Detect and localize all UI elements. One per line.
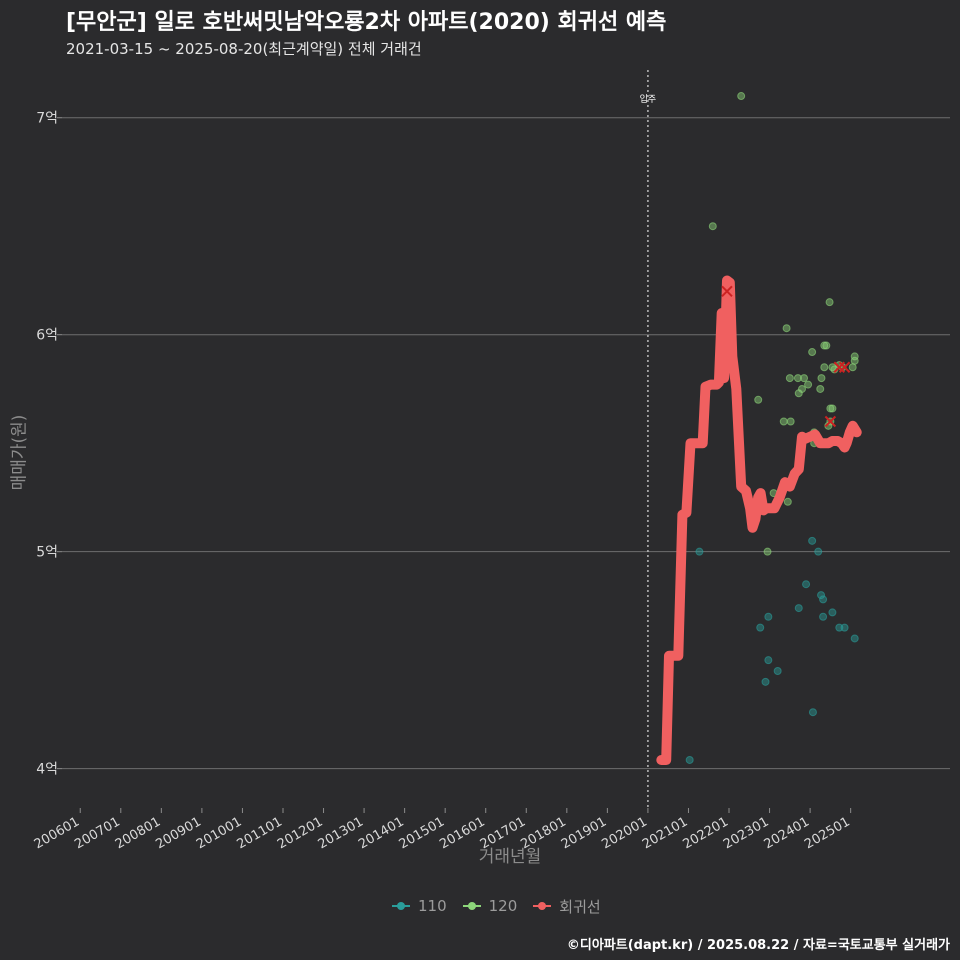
legend-key-110 — [390, 899, 412, 913]
x-tick-label: 202501 — [802, 814, 852, 852]
data-point-110 — [817, 591, 826, 600]
data-point-120 — [754, 395, 763, 404]
data-point-120 — [708, 222, 717, 231]
data-point-110 — [773, 667, 782, 676]
x-tick-label: 200601 — [32, 814, 82, 852]
data-point-110 — [802, 580, 811, 589]
data-point-110 — [840, 623, 849, 632]
x-marker — [833, 361, 846, 373]
data-point-120 — [808, 348, 817, 357]
x-tick-label: 202201 — [681, 814, 731, 852]
data-point-120 — [826, 404, 835, 413]
y-axis-label: 매매가(원) — [9, 414, 30, 491]
source-caption: ©디아파트(dapt.kr) / 2025.08.22 / 자료=국토교통부 실… — [566, 938, 950, 953]
chart-subtitle: 2021-03-15 ~ 2025-08-20(최근계약일) 전체 거래건 — [66, 40, 422, 58]
data-point-120 — [820, 363, 829, 372]
data-point-110 — [764, 656, 773, 665]
x-tick-label: 201001 — [194, 814, 244, 852]
data-point-110 — [761, 677, 770, 686]
data-point-120 — [825, 298, 834, 307]
data-point-120 — [763, 547, 772, 556]
data-point-110 — [819, 612, 828, 621]
data-point-120 — [737, 92, 746, 101]
data-point-110 — [814, 547, 823, 556]
x-tick-label: 200701 — [72, 814, 122, 852]
x-tick-label: 202001 — [599, 814, 649, 852]
x-tick-label: 202301 — [721, 814, 771, 852]
data-point-120 — [804, 380, 813, 389]
legend-item-110: 110 — [390, 897, 447, 915]
x-tick-label: 200801 — [113, 814, 163, 852]
data-point-120 — [786, 417, 795, 426]
data-point-110 — [819, 595, 828, 604]
legend-item-regression: 회귀선 — [531, 896, 601, 917]
y-tick-label: 6억 — [36, 328, 58, 344]
data-point-120 — [800, 374, 809, 383]
legend-label-110: 110 — [418, 897, 447, 915]
data-point-120 — [822, 341, 831, 350]
x-tick-label: 201101 — [234, 814, 284, 852]
data-point-120 — [848, 363, 857, 372]
legend-item-120: 120 — [461, 897, 518, 915]
chart-legend: 110 120 회귀선 — [390, 895, 601, 917]
data-point-120 — [850, 356, 859, 365]
data-point-120 — [828, 404, 837, 413]
data-point-110 — [695, 547, 704, 556]
data-point-120 — [816, 384, 825, 393]
x-tick-label: 200901 — [153, 814, 203, 852]
y-tick-label: 5억 — [36, 545, 58, 561]
move-in-annotation: 입주 — [640, 93, 657, 105]
x-marker — [721, 285, 733, 298]
y-tick-label: 4억 — [36, 762, 58, 778]
x-tick-label: 201201 — [275, 814, 325, 852]
data-point-110 — [794, 604, 803, 613]
legend-label-120: 120 — [488, 897, 518, 915]
regression-line — [656, 275, 862, 765]
data-point-120 — [785, 374, 794, 383]
data-point-110 — [808, 536, 817, 545]
data-point-110 — [808, 708, 817, 717]
data-point-120 — [817, 374, 826, 383]
data-point-110 — [685, 755, 694, 764]
data-point-120 — [779, 417, 788, 426]
y-axis-label-box: 매매가(원) — [2, 415, 32, 491]
data-point-120 — [783, 497, 792, 506]
x-tick-label: 202101 — [640, 814, 690, 852]
x-tick-label: 201301 — [316, 814, 366, 852]
data-point-120 — [793, 374, 802, 383]
data-point-110 — [850, 634, 859, 643]
x-marker — [824, 415, 837, 428]
data-point-110 — [828, 608, 837, 617]
y-tick-label: 7억 — [36, 111, 58, 127]
x-tick-label: 202401 — [762, 814, 812, 852]
data-point-120 — [798, 384, 806, 393]
x-tick-label: 201401 — [356, 814, 406, 852]
legend-label-regression: 회귀선 — [559, 897, 601, 916]
legend-key-regression — [531, 899, 553, 913]
legend-key-120 — [461, 899, 483, 913]
data-point-120 — [850, 352, 859, 361]
chart-title: [무안군] 일로 호반써밋남악오룡2차 아파트(2020) 회귀선 예측 — [66, 10, 667, 35]
data-point-110 — [764, 612, 773, 621]
data-point-120 — [820, 341, 829, 350]
data-point-110 — [756, 623, 765, 632]
data-point-120 — [782, 324, 791, 333]
x-axis-label: 거래년월 — [478, 847, 542, 867]
